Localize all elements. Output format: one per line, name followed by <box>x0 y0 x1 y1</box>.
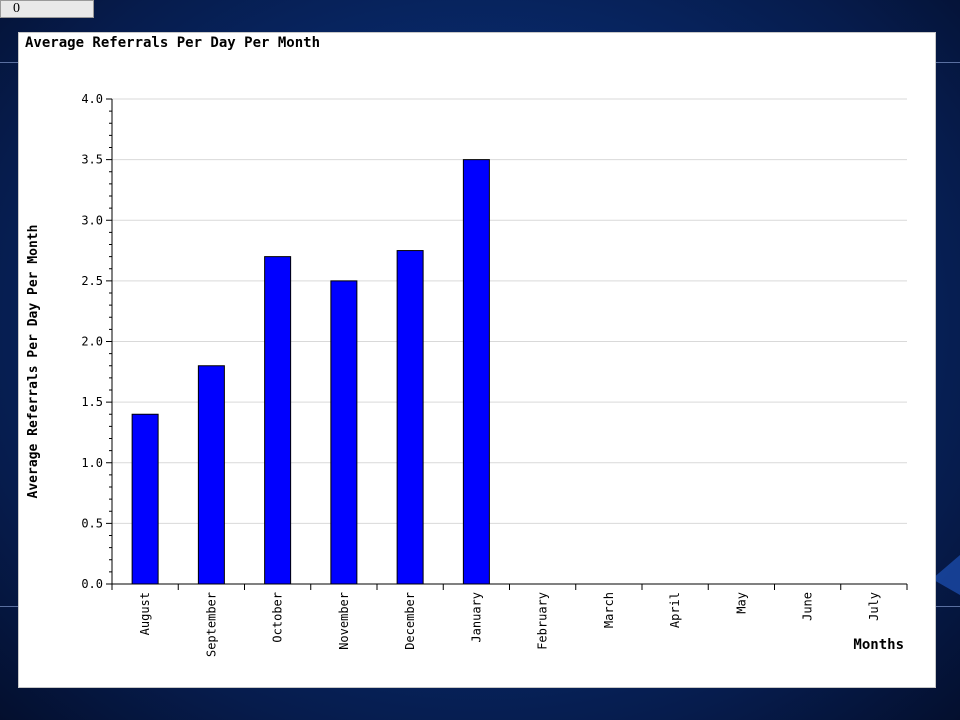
bar <box>264 256 292 585</box>
x-tick-label: January <box>469 592 483 643</box>
y-tick-label: 3.5 <box>81 153 103 167</box>
slide-number-box: 0 <box>0 0 94 18</box>
bar <box>396 250 424 585</box>
bar <box>330 280 358 585</box>
x-tick-label: November <box>337 592 351 650</box>
y-tick-label: 1.5 <box>81 395 103 409</box>
chart-title: Average Referrals Per Day Per Month <box>25 35 321 51</box>
bar <box>197 365 225 585</box>
x-tick-label: September <box>204 592 218 657</box>
x-axis-title: Months <box>853 637 904 653</box>
bar <box>131 413 159 585</box>
y-tick-label: 0.0 <box>81 577 103 591</box>
chart-panel: Average Referrals Per Day Per Month 0.0 0… <box>18 32 936 688</box>
x-tick-label: April <box>668 592 682 628</box>
y-tick-label: 3.0 <box>81 213 103 227</box>
x-tick-label: October <box>271 592 285 643</box>
label-layer: 0.0 0.5 1.0 1.5 2.0 2.5 3.0 3.5 4.0 August Septemb… <box>26 92 904 657</box>
x-tick-label: December <box>403 592 417 650</box>
y-tick-label: 4.0 <box>81 92 103 106</box>
x-tick-label: March <box>602 592 616 628</box>
y-axis-title: Average Referrals Per Day Per Month <box>26 225 41 499</box>
y-tick-label: 2.5 <box>81 274 103 288</box>
x-tick-label: July <box>867 592 881 621</box>
corner-decoration <box>932 555 960 595</box>
y-tick-label: 2.0 <box>81 335 103 349</box>
grid-layer <box>112 98 907 524</box>
axis-layer <box>106 98 908 590</box>
y-tick-label: 0.5 <box>81 516 103 530</box>
x-tick-label: February <box>536 592 550 650</box>
bar-layer <box>131 159 490 585</box>
x-tick-label: June <box>801 592 815 621</box>
y-tick-label: 1.0 <box>81 456 103 470</box>
bar <box>462 159 490 585</box>
x-tick-label: August <box>138 592 152 635</box>
bar-chart: 0.0 0.5 1.0 1.5 2.0 2.5 3.0 3.5 4.0 August Septemb… <box>26 92 908 657</box>
x-tick-label: May <box>734 592 748 614</box>
